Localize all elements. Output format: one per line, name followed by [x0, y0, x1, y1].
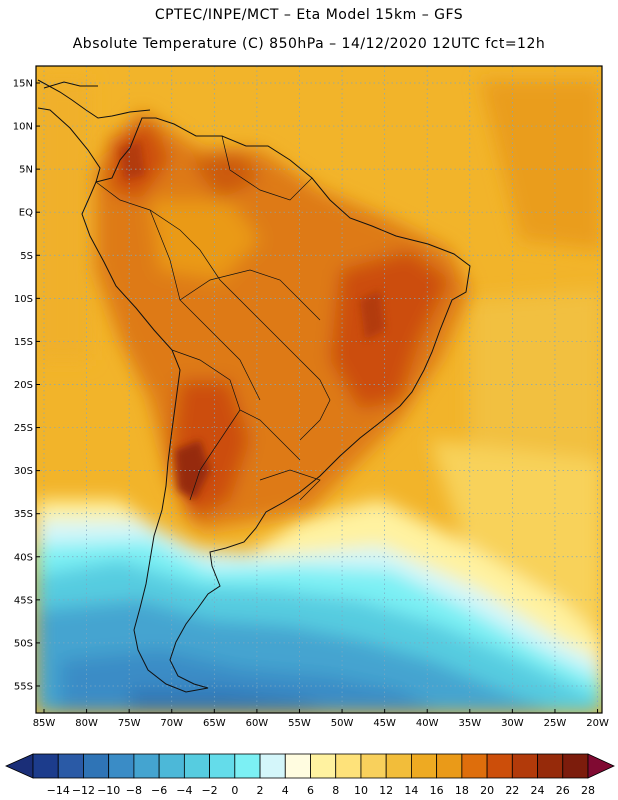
colorbar-label: 4: [282, 784, 289, 797]
lat-label: 5S: [20, 251, 33, 262]
country-borders: [95, 135, 331, 501]
colorbar-label: 12: [379, 784, 393, 797]
colorbar-label: −10: [97, 784, 120, 797]
lon-label: 40W: [416, 718, 439, 729]
map-subtitle: Absolute Temperature (C) 850hPa – 14/12/…: [72, 36, 546, 52]
colorbar-label: 20: [480, 784, 494, 797]
coastlines: [37, 79, 471, 693]
lat-label: 15S: [14, 337, 33, 348]
colorbar-label: 16: [430, 784, 444, 797]
colorbar-label: 2: [257, 784, 264, 797]
colorbar-label: 0: [231, 784, 238, 797]
colorbar-label: 28: [581, 784, 595, 797]
lat-label: 5N: [19, 165, 33, 176]
lat-label: 40S: [14, 552, 33, 563]
colorbar-swatch: [108, 753, 135, 779]
colorbar-over-arrow: [587, 753, 615, 779]
colorbar-swatch: [32, 753, 59, 779]
lon-label: 35W: [458, 718, 481, 729]
colorbar-swatch: [57, 753, 84, 779]
colorbar-swatch: [385, 753, 412, 779]
latitude-labels: 15N 10N 5N EQ 5S 10S 15S 20S 25S 30S 35S 40S 45S 50S 5…: [13, 79, 40, 692]
colorbar-swatch: [158, 753, 185, 779]
lat-label: 20S: [14, 380, 33, 391]
colorbar-swatch: [511, 753, 538, 779]
lon-label: 20W: [586, 718, 609, 729]
map-title: CPTEC/INPE/MCT – Eta Model 15km – GFS: [154, 7, 464, 23]
lon-label: 50W: [331, 718, 354, 729]
lat-label: 25S: [14, 423, 33, 434]
lon-label: 55W: [288, 718, 311, 729]
colorbar-swatch: [436, 753, 463, 779]
colorbar-label: −4: [176, 784, 192, 797]
colorbar-swatch: [360, 753, 387, 779]
lon-label: 85W: [33, 718, 56, 729]
colorbar-label: 6: [307, 784, 314, 797]
lat-label: 50S: [14, 638, 33, 649]
colorbar-label: 26: [556, 784, 570, 797]
lon-label: 70W: [160, 718, 183, 729]
colorbar-swatch: [537, 753, 564, 779]
colorbar-swatch: [411, 753, 438, 779]
colorbar-label: 18: [455, 784, 469, 797]
temperature-field: [36, 66, 602, 713]
lon-label: 60W: [246, 718, 269, 729]
lon-label: 75W: [118, 718, 141, 729]
colorbar-swatch: [259, 753, 286, 779]
lon-label: 65W: [203, 718, 226, 729]
colorbar-label: 14: [404, 784, 418, 797]
colorbar-label: 24: [531, 784, 545, 797]
lat-label: 30S: [14, 466, 33, 477]
lat-label: 15N: [13, 79, 33, 90]
colorbar-swatch: [83, 753, 110, 779]
colorbar-label: −12: [72, 784, 95, 797]
colorbar-swatch: [461, 753, 488, 779]
colorbar-swatch: [310, 753, 337, 779]
colorbar-swatch: [234, 753, 261, 779]
colorbar-swatch: [284, 753, 311, 779]
lat-label: 35S: [14, 509, 33, 520]
colorbar-label: −6: [151, 784, 167, 797]
colorbar-swatch: [486, 753, 513, 779]
colorbar-swatch: [562, 753, 589, 779]
colorbar-label: 22: [505, 784, 519, 797]
lat-label: 10S: [14, 294, 33, 305]
colorbar-swatch: [133, 753, 160, 779]
colorbar-under-arrow: [5, 753, 34, 779]
lat-label: 45S: [14, 595, 33, 606]
lat-label: EQ: [19, 208, 33, 219]
lat-label: 10N: [13, 122, 33, 133]
map-frame: [35, 65, 603, 714]
colorbar-label: 8: [332, 784, 339, 797]
colorbar: −14 −12 −10 −8 −6 −4 −2 0 2 4 6 8 10 12 14 16 18 20 22 24 26…: [5, 753, 615, 797]
lon-label: 45W: [373, 718, 396, 729]
colorbar-label: −14: [47, 784, 70, 797]
colorbar-label: −8: [126, 784, 142, 797]
colorbar-label: −2: [201, 784, 217, 797]
colorbar-label: 10: [354, 784, 368, 797]
lon-label: 25W: [544, 718, 567, 729]
lat-label: 55S: [14, 681, 33, 692]
colorbar-swatch: [209, 753, 236, 779]
longitude-labels: 85W 80W 75W 70W 65W 60W 55W 50W 45W 40W 35W 30W 25W 2…: [33, 709, 609, 729]
lon-label: 30W: [501, 718, 524, 729]
colorbar-swatch: [183, 753, 210, 779]
colorbar-swatch: [335, 753, 362, 779]
lon-label: 80W: [75, 718, 98, 729]
